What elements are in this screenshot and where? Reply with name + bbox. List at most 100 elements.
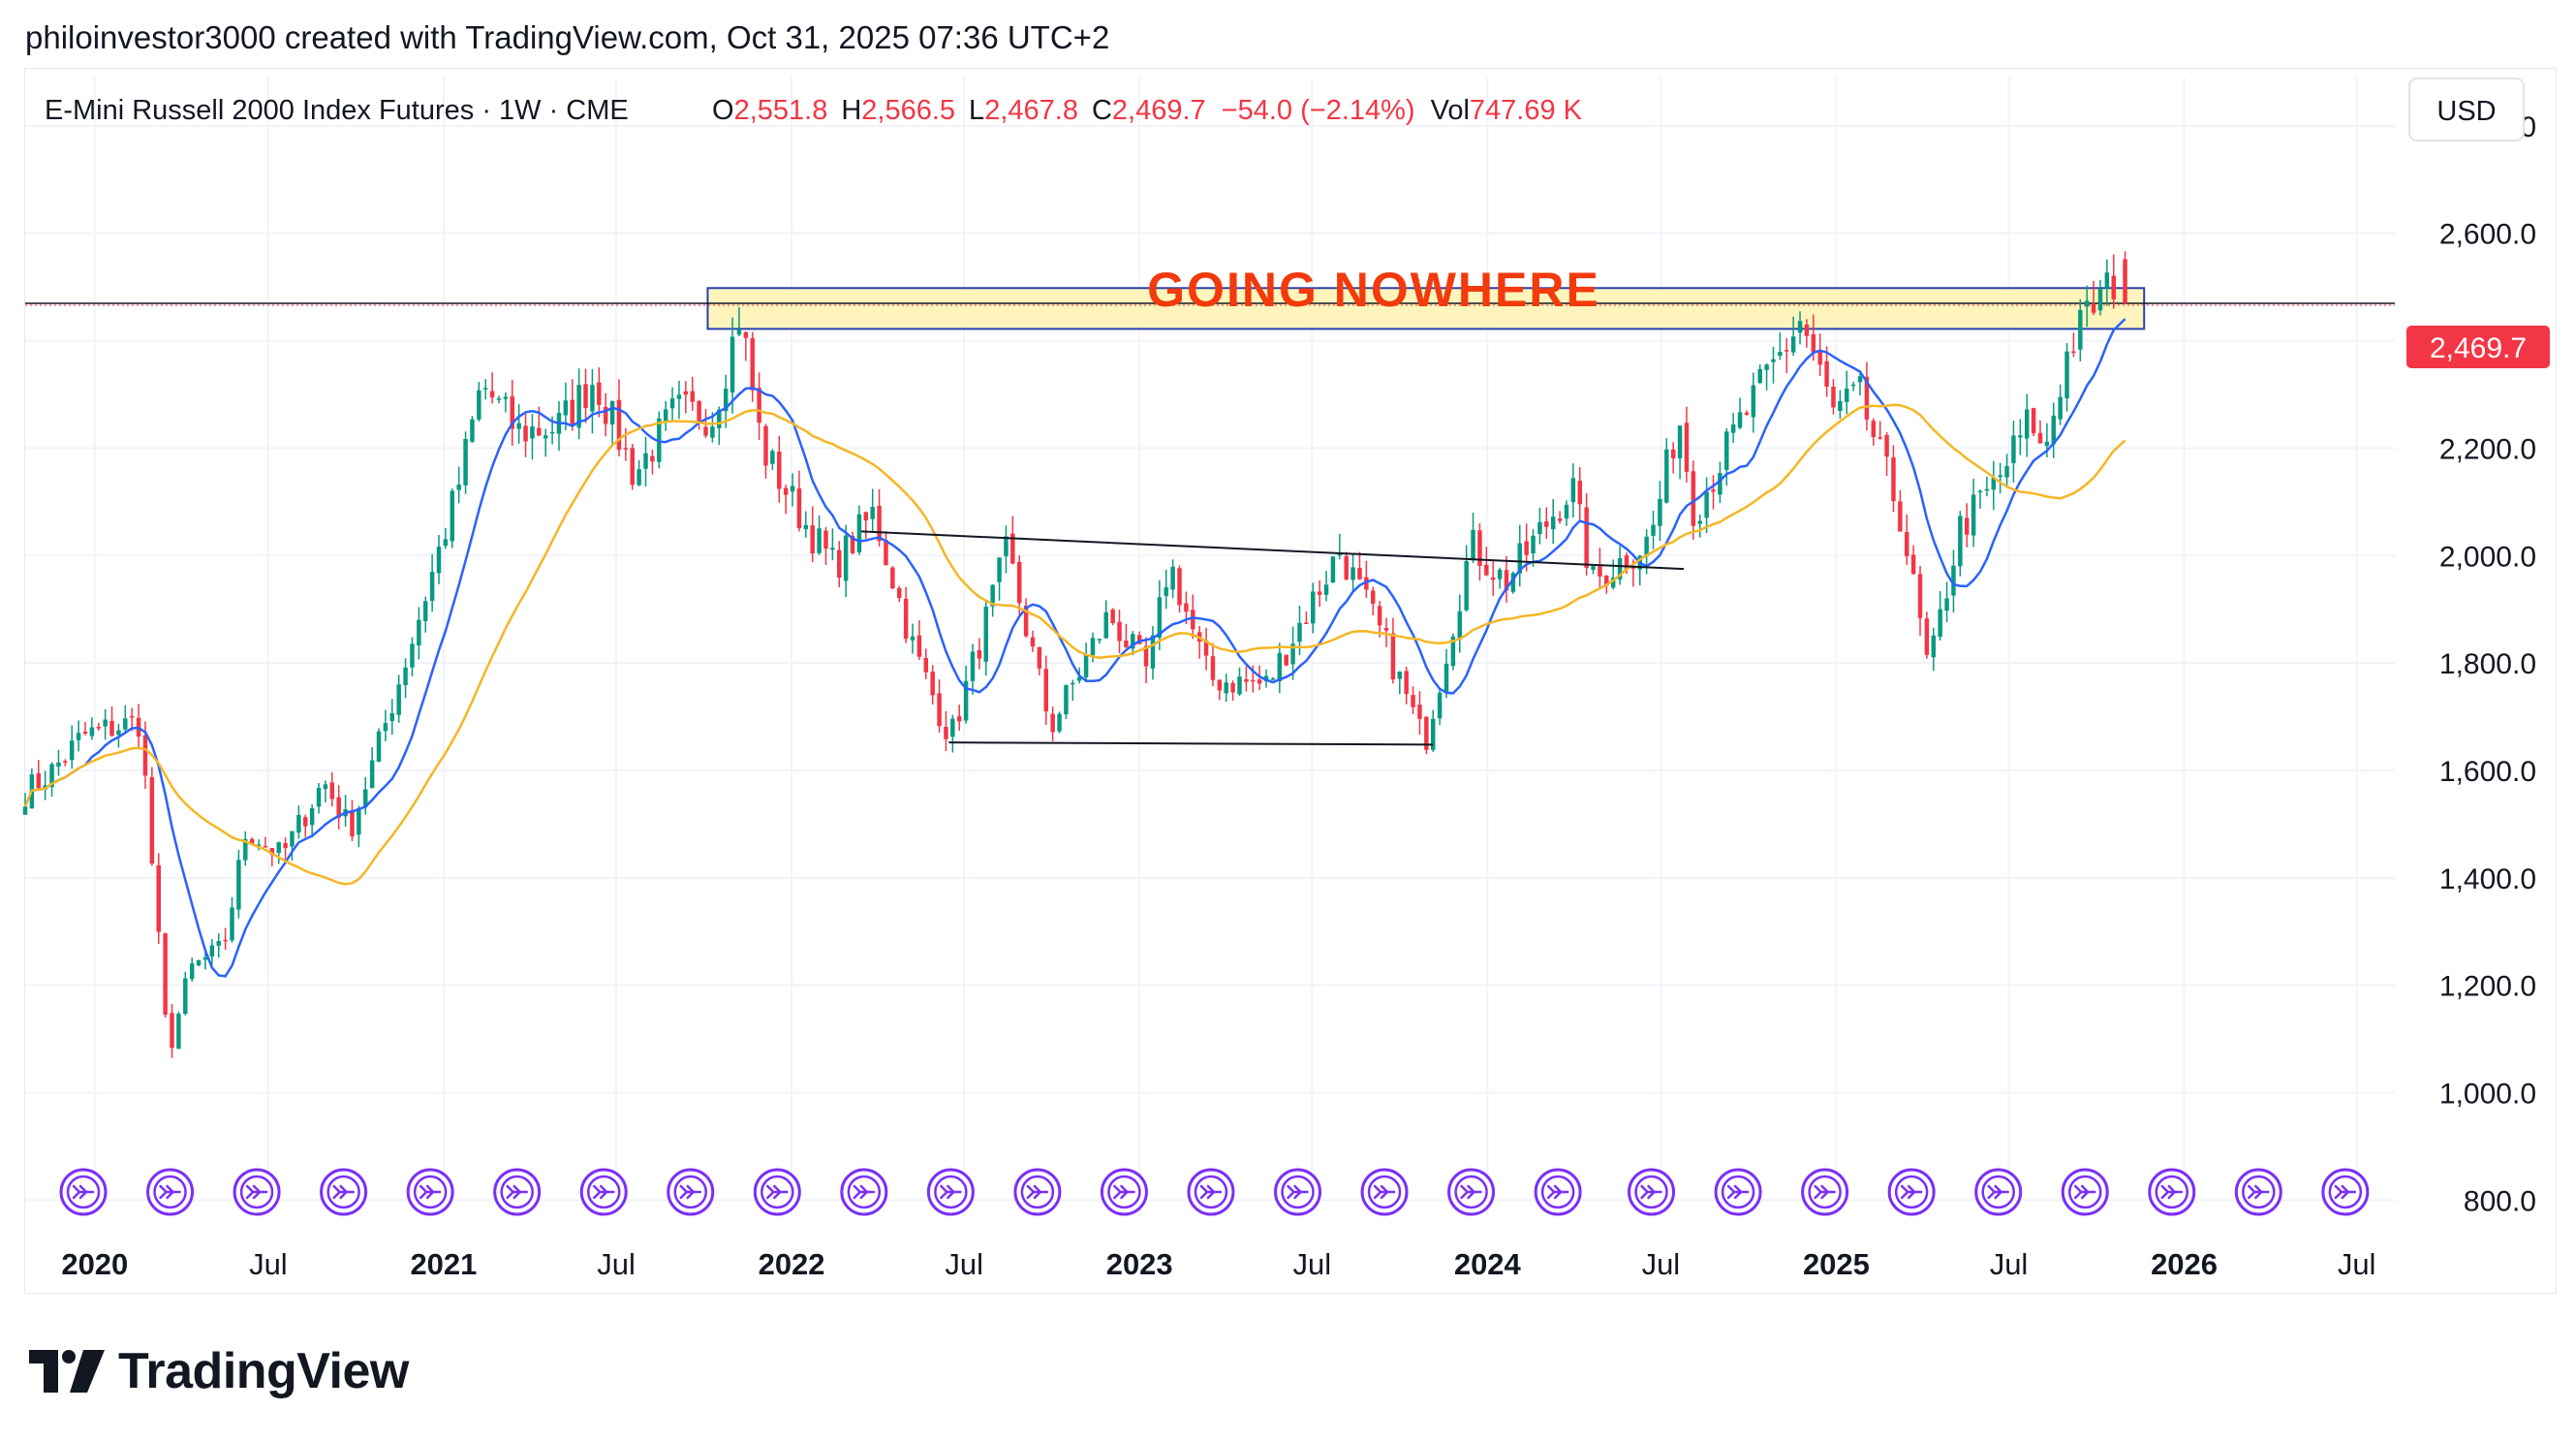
candle [1103,600,1108,640]
candle [1016,554,1022,616]
candle [1484,547,1489,577]
candle [669,387,675,421]
y-tick-label: 1,400.0 [2439,863,2536,895]
dividend-arrow-icon[interactable] [1974,1168,2023,1216]
dividend-arrow-icon[interactable] [406,1168,454,1216]
candle [2004,454,2009,486]
candle [1404,666,1409,705]
y-tick-label: 2,200.0 [2439,433,2536,465]
dividend-arrow-icon[interactable] [2061,1168,2109,1216]
x-tick-label: Jul [1642,1247,1681,1281]
candle [1317,580,1322,608]
candle [1411,686,1415,714]
dividend-arrow-icon[interactable] [2148,1168,2196,1216]
candle [1450,633,1456,671]
candle [1845,370,1849,415]
candle [276,841,281,864]
dividend-arrow-icon[interactable] [1187,1168,1235,1216]
trendline[interactable] [860,530,1685,571]
price-axis[interactable]: 800.0 1,000.0 1,200.0 1,400.0 1,600.0 1,800.0… [2439,111,2536,1217]
tradingview-logo[interactable]: TradingView [29,1342,409,1400]
candle [443,527,449,549]
candle [1804,319,1810,348]
candle [1850,381,1856,392]
dividend-arrow-icon[interactable] [1628,1168,1676,1216]
candle [1658,481,1662,542]
candle [2104,259,2110,306]
dividend-arrow-icon[interactable] [667,1168,715,1216]
candle [1958,511,1963,577]
candle [516,404,521,444]
candle [489,372,495,404]
candle [1390,617,1396,684]
dividend-arrow-icon[interactable] [1274,1168,1322,1216]
candle [736,307,742,337]
dividend-arrow-icon[interactable] [2321,1168,2370,1216]
candle [2097,279,2103,316]
candle [290,831,295,862]
candle [1790,316,1796,357]
candle [1744,410,1750,416]
candle [1938,591,1942,641]
candle [283,837,288,862]
candle [676,380,682,420]
trendline[interactable] [948,741,1434,746]
y-tick-label: 1,800.0 [2439,648,2536,680]
candle [369,747,375,789]
moving-average-30 [23,403,2126,886]
x-tick-label: 2025 [1803,1247,1870,1281]
dividend-arrow-icon[interactable] [1534,1168,1582,1216]
candle [223,927,228,951]
candle [1244,666,1249,692]
candle [1377,601,1382,638]
dividend-arrow-icon[interactable] [1360,1168,1409,1216]
candle [817,515,822,555]
candle [1471,513,1475,564]
legend-vol-value: 747.69 K [1470,95,1583,126]
candle [1984,476,1990,497]
candle [1664,438,1669,504]
dividend-arrow-icon[interactable] [233,1168,281,1216]
chart-frame [24,68,2557,1294]
candle [583,368,588,423]
dividend-arrow-icon[interactable] [493,1168,542,1216]
dividend-arrow-icon[interactable] [1100,1168,1148,1216]
dividend-arrow-icon[interactable] [579,1168,628,1216]
dividend-arrow-icon[interactable] [59,1168,108,1216]
candle [1170,559,1175,599]
dividend-arrow-icon[interactable] [1447,1168,1496,1216]
candle [196,959,202,967]
candle [1064,684,1069,720]
candle [1177,565,1182,613]
dividend-arrow-icon[interactable] [1801,1168,1849,1216]
candle [1704,477,1709,534]
candle [1371,586,1376,616]
candle [163,932,168,1018]
candle [470,416,475,443]
candle [96,722,101,731]
x-tick-label: 2026 [2151,1247,2218,1281]
dividend-arrow-icon[interactable] [926,1168,975,1216]
dividend-arrow-icon[interactable] [840,1168,888,1216]
dividend-arrow-icon[interactable] [320,1168,368,1216]
candle [417,607,421,660]
dividend-arrow-icon[interactable] [1887,1168,1936,1216]
candle [1724,427,1729,486]
dividend-arrow-icon[interactable] [2234,1168,2282,1216]
y-tick-label: 800.0 [2464,1185,2536,1217]
candle [336,785,341,830]
x-tick-label: Jul [2338,1247,2376,1281]
time-axis[interactable]: 2020 Jul 2021 Jul 2022 Jul 2023 Jul 2024 Jul 2025 J… [61,1247,2375,1281]
candle [1430,709,1436,752]
dividend-arrow-icon[interactable] [146,1168,195,1216]
dividend-arrow-icon[interactable] [753,1168,801,1216]
candle [870,488,875,533]
currency-button[interactable]: USD [2408,78,2525,141]
candle [1150,626,1156,680]
candle [970,643,976,695]
dividend-arrow-icon[interactable] [1714,1168,1762,1216]
candle [923,648,929,679]
dividend-arrow-icon[interactable] [1013,1168,1062,1216]
candle [82,722,88,736]
